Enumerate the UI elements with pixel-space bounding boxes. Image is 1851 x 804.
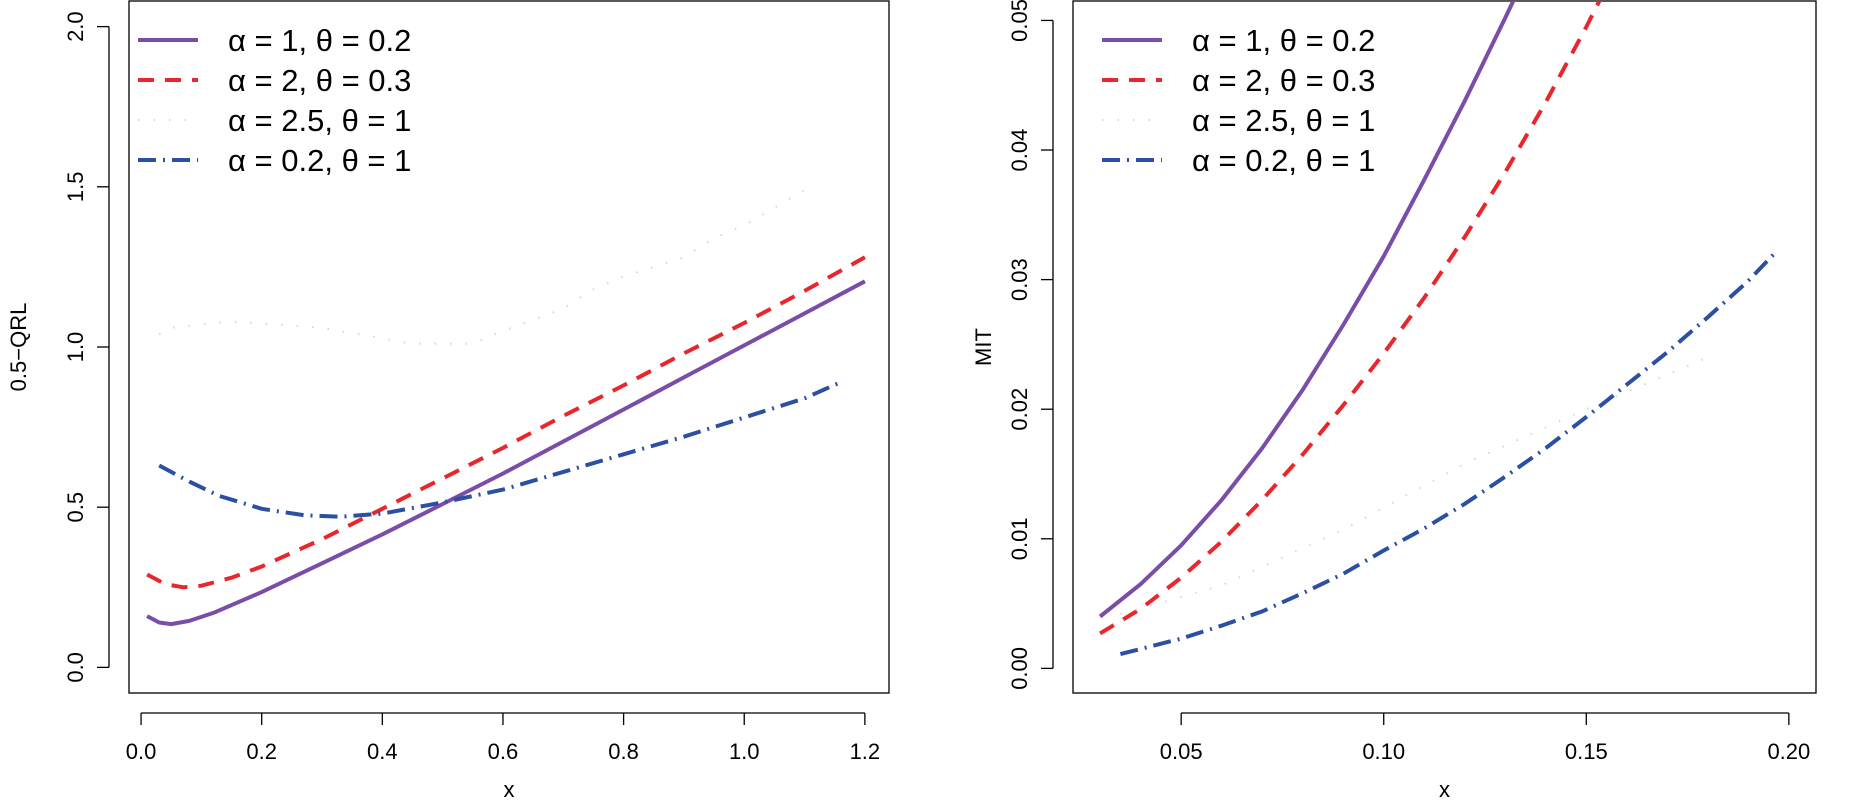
y-tick-label: 0.0	[63, 652, 88, 683]
x-tick-label: 0.2	[246, 739, 277, 764]
series-group	[1098, 1, 1779, 657]
series-line-1	[1098, 1, 1516, 619]
legend-label-4: α = 0.2, θ = 1	[228, 143, 411, 178]
x-tick-label: 0.10	[1362, 739, 1405, 764]
x-tick-label: 0.8	[608, 739, 639, 764]
x-axis-label: x	[1439, 777, 1450, 802]
series-line-2	[1099, 1, 1602, 636]
legend-label-2: α = 2, θ = 0.3	[228, 63, 411, 98]
legend: α = 1, θ = 0.2 α = 2, θ = 0.3 α = 2.5, θ =…	[1102, 23, 1375, 178]
x-tick-label: 0.20	[1767, 739, 1810, 764]
legend: α = 1, θ = 0.2 α = 2, θ = 0.3 α = 2.5, θ =…	[138, 23, 411, 178]
x-tick-label: 0.15	[1565, 739, 1608, 764]
y-tick-label: 0.05	[1007, 0, 1032, 42]
series-line-1	[146, 279, 866, 627]
legend-label-1: α = 1, θ = 0.2	[228, 23, 411, 58]
y-tick-label: 0.5	[63, 492, 88, 523]
y-axis-label: 0.5−QRL	[6, 303, 31, 392]
legend-label-1: α = 1, θ = 0.2	[1192, 23, 1375, 58]
series-line-2	[146, 255, 866, 590]
series-group	[146, 189, 866, 627]
y-tick-label: 0.04	[1007, 129, 1032, 172]
y-tick-label: 2.0	[63, 11, 88, 42]
y-axis-label: MIT	[971, 328, 996, 366]
x-tick-label: 1.0	[729, 739, 760, 764]
plot-frame	[1072, 0, 1817, 694]
y-tick-label: 1.5	[63, 172, 88, 203]
y-tick-label: 0.00	[1007, 647, 1032, 690]
x-tick-label: 0.6	[488, 739, 519, 764]
legend-label-2: α = 2, θ = 0.3	[1192, 63, 1375, 98]
series-line-4	[1119, 249, 1779, 657]
y-tick-label: 0.01	[1007, 517, 1032, 560]
x-tick-label: 0.05	[1160, 739, 1203, 764]
y-tick-label: 1.0	[63, 332, 88, 363]
x-axis-label: x	[504, 777, 515, 802]
x-tick-label: 0.4	[367, 739, 398, 764]
x-tick-label: 0.0	[126, 739, 157, 764]
legend-label-3: α = 2.5, θ = 1	[228, 103, 411, 138]
y-tick-label: 0.02	[1007, 388, 1032, 431]
series-line-3	[158, 189, 806, 345]
plot-panel-1: 0.0 0.2 0.4 0.6 0.8 1.0 1.2 0.0 0.5 1.0 1.5 2.0 x 0.5…	[6, 0, 890, 802]
series-line-3	[1120, 356, 1709, 615]
legend-label-4: α = 0.2, θ = 1	[1192, 143, 1375, 178]
y-tick-label: 0.03	[1007, 258, 1032, 301]
plot-panel-2: 0.05 0.10 0.15 0.20 0.00 0.01 0.02 0.03 0.04 0.05…	[971, 0, 1817, 802]
series-line-4	[158, 380, 842, 519]
legend-label-3: α = 2.5, θ = 1	[1192, 103, 1375, 138]
x-tick-label: 1.2	[850, 739, 881, 764]
plot-frame	[128, 0, 890, 694]
